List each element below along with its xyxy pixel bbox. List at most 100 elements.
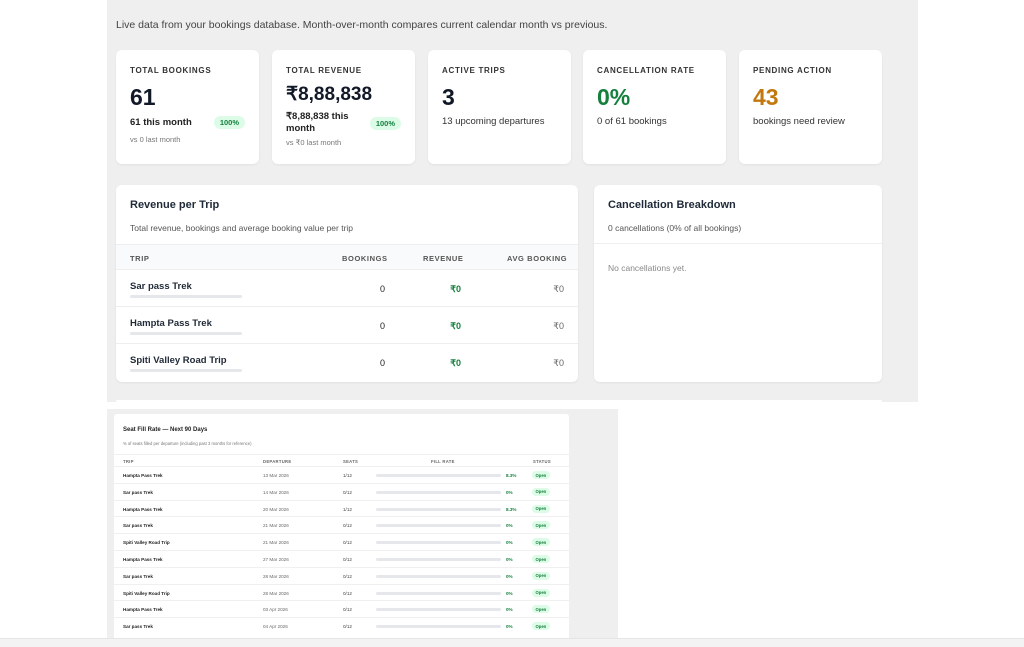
- table-row[interactable]: Hampta Pass Trek 03 Apr 2026 0/12 0% Open: [114, 600, 569, 617]
- bookings-cell: 0: [379, 321, 385, 331]
- avg-booking-cell: ₹0: [553, 284, 564, 294]
- fill-rate-track: [376, 591, 501, 595]
- table-row[interactable]: Hampta Pass Trek 27 Mar 2026 0/12 0% Open: [114, 550, 569, 567]
- fill-rate-value: 0%: [506, 557, 513, 562]
- panel-title: Cancellation Breakdown: [608, 199, 736, 211]
- panel-description: 0 cancellations (0% of all bookings): [608, 223, 742, 233]
- table-row[interactable]: Hampta Pass Trek 20 Mar 2026 1/12 8.3% Open: [114, 499, 569, 517]
- stat-value: ₹8,88,838: [286, 84, 373, 105]
- stat-label: Total Bookings: [130, 66, 212, 75]
- status-badge: Open: [532, 622, 550, 631]
- status-badge: Open: [532, 588, 550, 597]
- stat-value: 61: [130, 84, 156, 110]
- seats-count: 0/12: [343, 489, 352, 495]
- table-row[interactable]: Sar pass Trek 14 Mar 2026 0/12 0% Open: [114, 482, 569, 500]
- fill-rate-value: 0%: [506, 573, 513, 579]
- table-row[interactable]: Sar pass Trek 0 ₹0 ₹0: [116, 269, 578, 306]
- fill-rate-track: [376, 524, 501, 528]
- table-header: Trip Bookings Revenue Avg Booking: [116, 244, 578, 269]
- growth-badge: 100%: [369, 116, 401, 130]
- fill-rate-track: [376, 490, 501, 494]
- seats-count: 1/12: [343, 473, 352, 478]
- trip-name: Hampta Pass Trek: [123, 506, 163, 512]
- revenue-bar: [130, 369, 242, 372]
- dashboard-section: Live data from your bookings database. M…: [107, 0, 918, 402]
- stat-card-active-trips: Active Trips 3 13 upcoming departures: [428, 50, 571, 164]
- table-row[interactable]: Sar pass Trek 21 Mar 2026 0/12 0% Open: [114, 516, 569, 533]
- status-badge: Open: [532, 487, 550, 496]
- table-header: Trip Departure Seats Fill Rate Status: [114, 454, 569, 466]
- column-header-revenue: Revenue: [423, 254, 464, 263]
- fill-rate-value: 8.3%: [506, 506, 517, 512]
- column-header-trip: Trip: [123, 459, 134, 464]
- fill-rate-value: 0%: [506, 607, 513, 613]
- seats-count: 1/12: [343, 506, 352, 512]
- stat-label: Pending Action: [753, 66, 832, 75]
- fill-rate-track: [376, 608, 501, 612]
- table-row[interactable]: Spiti Valley Road Trip 0 ₹0 ₹0: [116, 343, 578, 380]
- trip-name: Hampta Pass Trek: [130, 318, 212, 329]
- divider: [594, 243, 882, 244]
- column-header-bookings: Bookings: [342, 254, 388, 263]
- stat-value: 0%: [597, 84, 631, 110]
- revenue-bar: [130, 295, 242, 298]
- seats-count: 0/12: [343, 590, 352, 596]
- fill-rate-value: 0%: [506, 540, 513, 546]
- stat-sub: ₹8,88,838 this month: [286, 111, 349, 134]
- stat-foot: vs 0 last month: [130, 135, 181, 144]
- bottom-scroll-edge: [0, 638, 1024, 647]
- fill-rate-value: 0%: [506, 624, 513, 630]
- table-row[interactable]: Spiti Valley Road Trip 21 Mar 2026 0/12 0% O…: [114, 533, 569, 550]
- page-subtitle: Live data from your bookings database. M…: [116, 19, 608, 31]
- column-header-status: Status: [533, 459, 551, 464]
- status-badge: Open: [532, 571, 550, 580]
- seats-count: 0/12: [343, 573, 352, 579]
- stat-card-total-revenue: Total Revenue ₹8,88,838 ₹8,88,838 this m…: [272, 50, 415, 164]
- column-header-departure: Departure: [263, 459, 292, 464]
- seats-count: 0/12: [343, 624, 352, 630]
- avg-booking-cell: ₹0: [553, 321, 564, 331]
- avg-booking-cell: ₹0: [553, 358, 564, 368]
- stat-value: 3: [442, 84, 455, 110]
- revenue-cell: ₹0: [450, 358, 461, 368]
- status-badge: Open: [532, 538, 550, 547]
- departure-date: 27 Mar 2026: [263, 557, 289, 562]
- bookings-cell: 0: [379, 284, 385, 294]
- fill-rate-value: 0%: [506, 489, 513, 495]
- table-row[interactable]: Hampta Pass Trek 0 ₹0 ₹0: [116, 306, 578, 343]
- fill-rate-track: [376, 558, 501, 561]
- stat-foot: vs ₹0 last month: [286, 138, 342, 147]
- seats-count: 0/12: [343, 557, 352, 562]
- status-badge: Open: [532, 471, 550, 479]
- trip-name: Spiti Valley Road Trip: [130, 355, 227, 366]
- fill-rate-track: [376, 541, 501, 545]
- trip-name: Hampta Pass Trek: [123, 473, 163, 478]
- table-row[interactable]: Hampta Pass Trek 13 Mar 2026 1/12 8.3% Open: [114, 466, 569, 483]
- column-header-fill-rate: Fill Rate: [431, 459, 455, 464]
- table-row[interactable]: Spiti Valley Road Trip 28 Mar 2026 0/12 0% O…: [114, 583, 569, 601]
- fill-rate-track: [376, 474, 501, 477]
- stat-sub: bookings need review: [753, 116, 845, 127]
- bookings-cell: 0: [379, 358, 385, 368]
- trip-name: Hampta Pass Trek: [123, 607, 163, 613]
- seats-count: 0/12: [343, 607, 352, 613]
- trip-name: Sar pass Trek: [123, 489, 153, 495]
- stat-value: 43: [753, 84, 779, 110]
- departure-date: 13 Mar 2026: [263, 473, 289, 478]
- status-badge: Open: [532, 555, 550, 563]
- trip-name: Sar pass Trek: [123, 523, 153, 529]
- table-row[interactable]: Sar pass Trek 28 Mar 2026 0/12 0% Open: [114, 566, 569, 584]
- status-badge: Open: [532, 605, 550, 614]
- revenue-cell: ₹0: [450, 321, 461, 331]
- status-badge: Open: [532, 521, 550, 530]
- stat-sub: 0 of 61 bookings: [597, 116, 667, 127]
- panel-description: Total revenue, bookings and average book…: [130, 223, 354, 233]
- fill-rate-value: 0%: [506, 590, 513, 596]
- trip-name: Sar pass Trek: [123, 624, 153, 630]
- fill-rate-track: [376, 625, 501, 629]
- departure-date: 04 Apr 2026: [263, 624, 288, 630]
- trip-name: Spiti Valley Road Trip: [123, 590, 170, 596]
- panel-title: Seat Fill Rate — Next 90 Days: [123, 427, 208, 433]
- table-row[interactable]: Sar pass Trek 04 Apr 2026 0/12 0% Open: [114, 617, 569, 634]
